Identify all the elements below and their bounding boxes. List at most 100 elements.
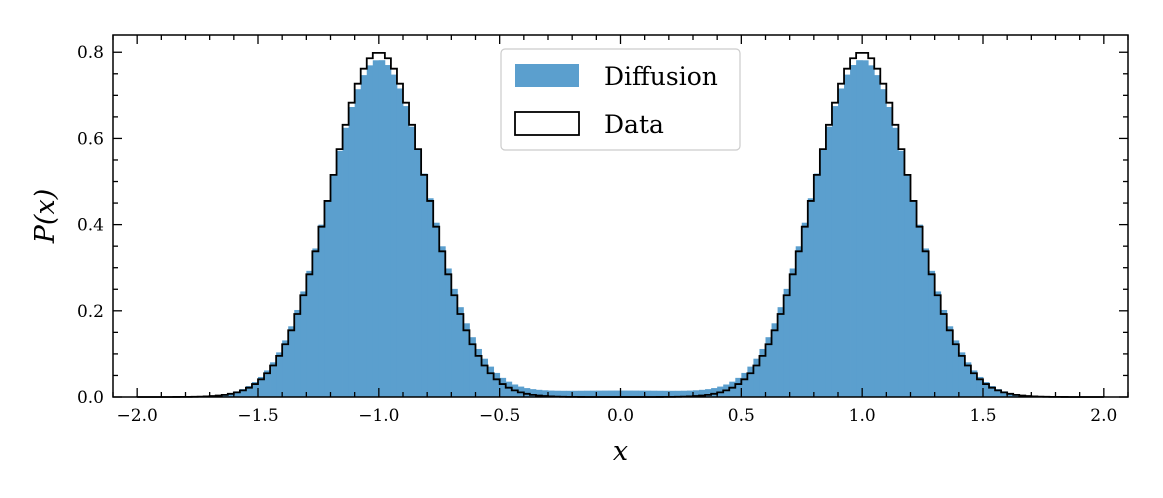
x-tick-label: −2.0 (117, 406, 158, 426)
bar-diffusion (324, 200, 331, 397)
bar-diffusion (499, 377, 507, 397)
bar-diffusion (548, 390, 555, 397)
bar-diffusion (384, 65, 392, 397)
bar-diffusion (481, 358, 488, 397)
y-tick-label: 0.0 (77, 388, 104, 408)
bar-diffusion (294, 309, 301, 397)
bar-diffusion (856, 60, 863, 398)
bar-diffusion (227, 393, 235, 397)
bar-diffusion (644, 390, 652, 397)
bar-diffusion (620, 390, 627, 397)
bar-diffusion (396, 88, 404, 397)
bar-diffusion (680, 390, 688, 397)
bar-diffusion (330, 175, 337, 397)
x-tick-label: 1.5 (969, 406, 996, 426)
bar-diffusion (825, 126, 833, 397)
bar-diffusion (741, 372, 748, 397)
bar-diffusion (964, 362, 972, 397)
bar-diffusion (578, 390, 585, 397)
bar-diffusion (390, 74, 398, 397)
bar-diffusion (686, 390, 694, 397)
bar-diffusion (318, 224, 325, 397)
bar-diffusion (560, 390, 567, 397)
bar-diffusion (662, 390, 670, 397)
bar-diffusion (765, 337, 772, 397)
legend-swatch-diffusion (515, 64, 579, 87)
bar-diffusion (898, 150, 905, 397)
bar-diffusion (868, 65, 875, 397)
bar-diffusion (1001, 391, 1008, 397)
bar-diffusion (457, 307, 464, 397)
legend: Diffusion Data (500, 48, 741, 151)
bar-diffusion (880, 89, 887, 398)
bar-diffusion (916, 224, 923, 397)
bar-diffusion (403, 106, 410, 397)
bar-diffusion (632, 390, 640, 397)
bar-diffusion (699, 389, 706, 397)
bar-diffusion (439, 246, 446, 397)
bar-diffusion (366, 65, 374, 397)
bar-diffusion (312, 248, 319, 397)
bar-diffusion (245, 386, 253, 397)
bar-diffusion (529, 389, 537, 397)
legend-swatch-data (514, 111, 580, 136)
bar-diffusion (638, 390, 646, 397)
x-tick-label: 0.0 (607, 406, 634, 426)
bar-diffusion (976, 376, 984, 397)
bar-diffusion (783, 288, 791, 397)
bar-diffusion (535, 389, 543, 397)
bar-diffusion (342, 127, 350, 398)
bar-diffusion (348, 107, 356, 397)
x-tick-label: 1.0 (849, 406, 876, 426)
bar-diffusion (541, 390, 549, 397)
bar-diffusion (693, 390, 700, 397)
bar-diffusion (777, 307, 785, 397)
bar-diffusion (505, 381, 513, 397)
bar-diffusion (487, 366, 495, 397)
bar-diffusion (807, 198, 815, 397)
tick-labels: −2.0 −1.5 −1.0 −0.5 0.0 0.5 1.0 1.5 2.0 0.0 0.2 0.4… (77, 43, 1117, 426)
bar-diffusion (602, 390, 609, 397)
bar-diffusion (596, 390, 603, 397)
bar-diffusion (445, 268, 452, 397)
bar-diffusion (475, 348, 482, 397)
bar-diffusion (336, 150, 343, 397)
bar-diffusion (759, 348, 766, 397)
bar-diffusion (729, 381, 736, 397)
bar-diffusion (306, 270, 313, 397)
bar-diffusion (922, 248, 930, 397)
bar-diffusion (451, 288, 458, 397)
bar-diffusion (1007, 393, 1014, 397)
bar-diffusion (354, 89, 362, 398)
bar-diffusion (789, 268, 797, 397)
bar-diffusion (427, 198, 434, 397)
bar-diffusion (910, 200, 917, 397)
bar-diffusion (258, 376, 265, 397)
bar-diffusion (711, 388, 718, 397)
bar-diffusion (360, 75, 368, 397)
bar-diffusion (421, 173, 428, 397)
x-tick-label: −0.5 (479, 406, 520, 426)
y-tick-label: 0.8 (77, 43, 104, 63)
bar-diffusion (838, 88, 845, 397)
bar-diffusion (572, 390, 579, 397)
x-axis-label: x (613, 436, 628, 467)
bar-diffusion (300, 291, 307, 397)
bar-diffusion (934, 291, 942, 397)
bar-diffusion (862, 60, 869, 397)
bar-diffusion (409, 126, 416, 397)
axis-ticks (112, 35, 1129, 398)
y-tick-label: 0.6 (77, 129, 104, 149)
x-tick-label: 2.0 (1090, 406, 1117, 426)
bar-diffusion (493, 372, 501, 397)
bar-diffusion (850, 65, 857, 397)
bar-diffusion (554, 390, 561, 397)
bar-diffusion (233, 391, 241, 397)
plot-area (136, 52, 1105, 398)
bar-diffusion (608, 390, 615, 397)
bar-diffusion (239, 389, 247, 397)
bar-diffusion (705, 389, 712, 397)
bar-diffusion (795, 246, 803, 397)
bar-diffusion (989, 386, 996, 397)
bar-diffusion (983, 382, 990, 397)
